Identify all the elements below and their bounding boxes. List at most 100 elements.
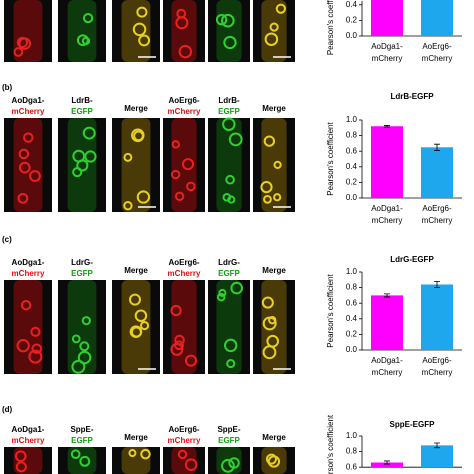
- droplet: [220, 13, 235, 28]
- droplet: [81, 316, 91, 326]
- y-axis-label: Pearson's coefficient: [326, 122, 335, 196]
- cell: [171, 280, 197, 374]
- micrograph-content: [261, 447, 287, 474]
- droplet: [222, 117, 236, 131]
- x-tick-label: mCherry: [372, 216, 403, 225]
- channel-label: AoErg6-: [168, 425, 199, 434]
- droplet: [265, 453, 277, 465]
- micrograph-content: [170, 280, 198, 374]
- droplet: [128, 449, 137, 458]
- micrograph-content: [67, 280, 97, 374]
- droplet: [170, 304, 182, 317]
- bar: [421, 284, 453, 350]
- droplet: [273, 193, 282, 202]
- panel-label: (c): [2, 235, 12, 244]
- cell: [121, 118, 151, 212]
- droplet: [218, 288, 227, 297]
- micrograph-content: [13, 0, 43, 62]
- droplet: [174, 340, 184, 351]
- droplet: [123, 201, 133, 211]
- channel-label: EGFP: [218, 107, 240, 116]
- droplet: [23, 132, 34, 143]
- channel-label: Merge: [124, 104, 148, 113]
- channel-label: mCherry: [168, 107, 201, 116]
- micrograph-content: [13, 447, 43, 474]
- y-tick-label: 0.8: [346, 131, 358, 140]
- cell: [121, 447, 151, 474]
- channel-label: Merge: [124, 433, 148, 442]
- channel-label: EGFP: [71, 107, 93, 116]
- bar: [371, 126, 403, 198]
- channel-label: SppE-: [217, 425, 240, 434]
- error-bar: [434, 143, 440, 151]
- droplet: [174, 191, 185, 202]
- micrograph-content: [215, 0, 242, 62]
- droplet: [176, 8, 187, 19]
- droplet: [223, 35, 237, 50]
- droplet: [273, 160, 282, 169]
- chart-title: SppE-EGFP: [390, 420, 436, 429]
- droplet: [275, 3, 286, 14]
- chart-title: LdrB-EGFP: [390, 92, 434, 101]
- x-tick-label: mCherry: [422, 54, 453, 63]
- droplet: [82, 126, 96, 140]
- cell: [13, 0, 43, 62]
- channel-label: AoDga1-: [12, 258, 45, 267]
- micrograph-content: [216, 447, 242, 474]
- cell: [67, 280, 97, 374]
- droplet: [15, 461, 27, 473]
- droplet: [181, 158, 195, 171]
- droplet: [225, 174, 235, 185]
- droplet: [263, 194, 272, 204]
- droplet: [77, 350, 92, 365]
- droplet: [216, 292, 226, 302]
- y-tick-label: 0.0: [346, 345, 358, 354]
- droplet: [76, 34, 89, 47]
- y-axis-label: Pearson's coefficient: [326, 414, 335, 474]
- y-tick-label: 0.4: [346, 0, 358, 9]
- droplet: [79, 455, 91, 467]
- channel-label: AoDga1-: [12, 425, 45, 434]
- micrograph-content: [67, 0, 97, 62]
- y-tick-label: 1.0: [346, 267, 358, 276]
- droplet: [186, 181, 196, 192]
- droplet: [171, 140, 181, 149]
- droplet: [29, 170, 41, 182]
- droplet: [82, 12, 94, 24]
- bar: [421, 445, 453, 468]
- channel-label: mCherry: [168, 436, 201, 445]
- droplet: [140, 448, 151, 460]
- x-tick-label: AoErg6-: [422, 204, 452, 213]
- x-tick-label: mCherry: [422, 368, 453, 377]
- channel-label: EGFP: [218, 269, 240, 278]
- droplet: [84, 150, 97, 163]
- droplet: [221, 458, 235, 473]
- y-axis-label: Pearson's coefficient: [326, 0, 335, 55]
- droplet: [131, 128, 145, 143]
- droplet: [224, 338, 238, 353]
- droplet: [71, 359, 86, 374]
- error-bar: [434, 442, 440, 449]
- cell: [216, 0, 242, 62]
- x-tick-label: mCherry: [372, 54, 403, 63]
- micrograph-content: [261, 280, 287, 374]
- bar: [371, 0, 403, 36]
- y-tick-label: 0.2: [346, 178, 358, 187]
- droplet: [215, 13, 228, 26]
- droplet: [228, 132, 243, 147]
- droplet: [134, 309, 148, 322]
- droplet: [72, 149, 86, 163]
- y-axis-label: Pearson's coefficient: [326, 274, 335, 348]
- channel-label: LdrB-: [71, 96, 93, 105]
- droplet: [261, 296, 274, 309]
- y-tick-label: 0.0: [346, 193, 358, 202]
- micrograph-content: [260, 118, 287, 212]
- channel-label: mCherry: [12, 436, 45, 445]
- channel-label: AoErg6-: [168, 258, 199, 267]
- y-tick-label: 0.0: [346, 31, 358, 40]
- droplet: [226, 358, 236, 369]
- cell: [171, 0, 197, 62]
- droplet: [81, 36, 91, 46]
- droplet: [264, 32, 279, 46]
